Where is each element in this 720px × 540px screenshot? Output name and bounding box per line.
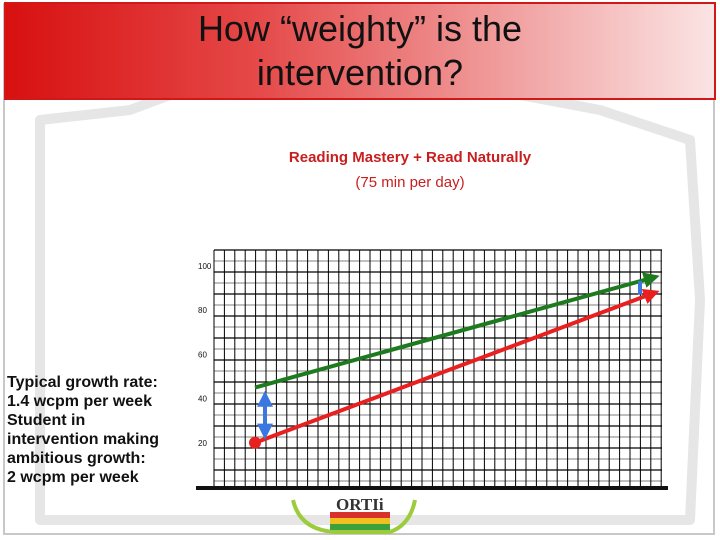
typical-growth-label: Typical growth rate: bbox=[7, 374, 158, 391]
typical-growth-rate: 1.4 wcpm per week bbox=[7, 393, 152, 410]
logo-bar-green bbox=[330, 524, 390, 530]
typical-growth-line bbox=[254, 272, 660, 390]
student-line-1: Student in bbox=[7, 412, 86, 429]
y-tick-label: 20 bbox=[198, 439, 207, 448]
chart-subtitle: Reading Mastery + Read Naturally bbox=[288, 149, 532, 166]
chart-series bbox=[249, 272, 660, 449]
title-banner: How “weighty” is the intervention? bbox=[4, 2, 716, 100]
logo-text: ORTIi bbox=[336, 495, 384, 514]
logo-bar-red bbox=[330, 512, 390, 518]
y-axis-ticks: 100 80 60 40 20 bbox=[198, 262, 212, 448]
student-growth-rate: 2 wcpm per week bbox=[7, 469, 139, 486]
chart-subtitle-duration: (75 min per day) bbox=[355, 174, 465, 191]
logo-swoosh bbox=[291, 499, 417, 534]
y-tick-label: 60 bbox=[198, 350, 207, 359]
slide-title: How “weighty” is the intervention? bbox=[197, 8, 523, 93]
chart-grid bbox=[213, 249, 662, 488]
growth-notes: Typical growth rate: 1.4 wcpm per week S… bbox=[7, 373, 207, 487]
student-line-2: intervention making bbox=[7, 431, 160, 448]
y-tick-label: 100 bbox=[198, 262, 212, 271]
y-tick-label: 40 bbox=[198, 395, 207, 404]
logo-bar-yellow bbox=[330, 518, 390, 524]
ambitious-growth-line bbox=[254, 288, 660, 445]
student-line-3: ambitious growth: bbox=[7, 450, 146, 467]
y-tick-label: 80 bbox=[198, 306, 207, 315]
baseline-point bbox=[249, 436, 261, 449]
